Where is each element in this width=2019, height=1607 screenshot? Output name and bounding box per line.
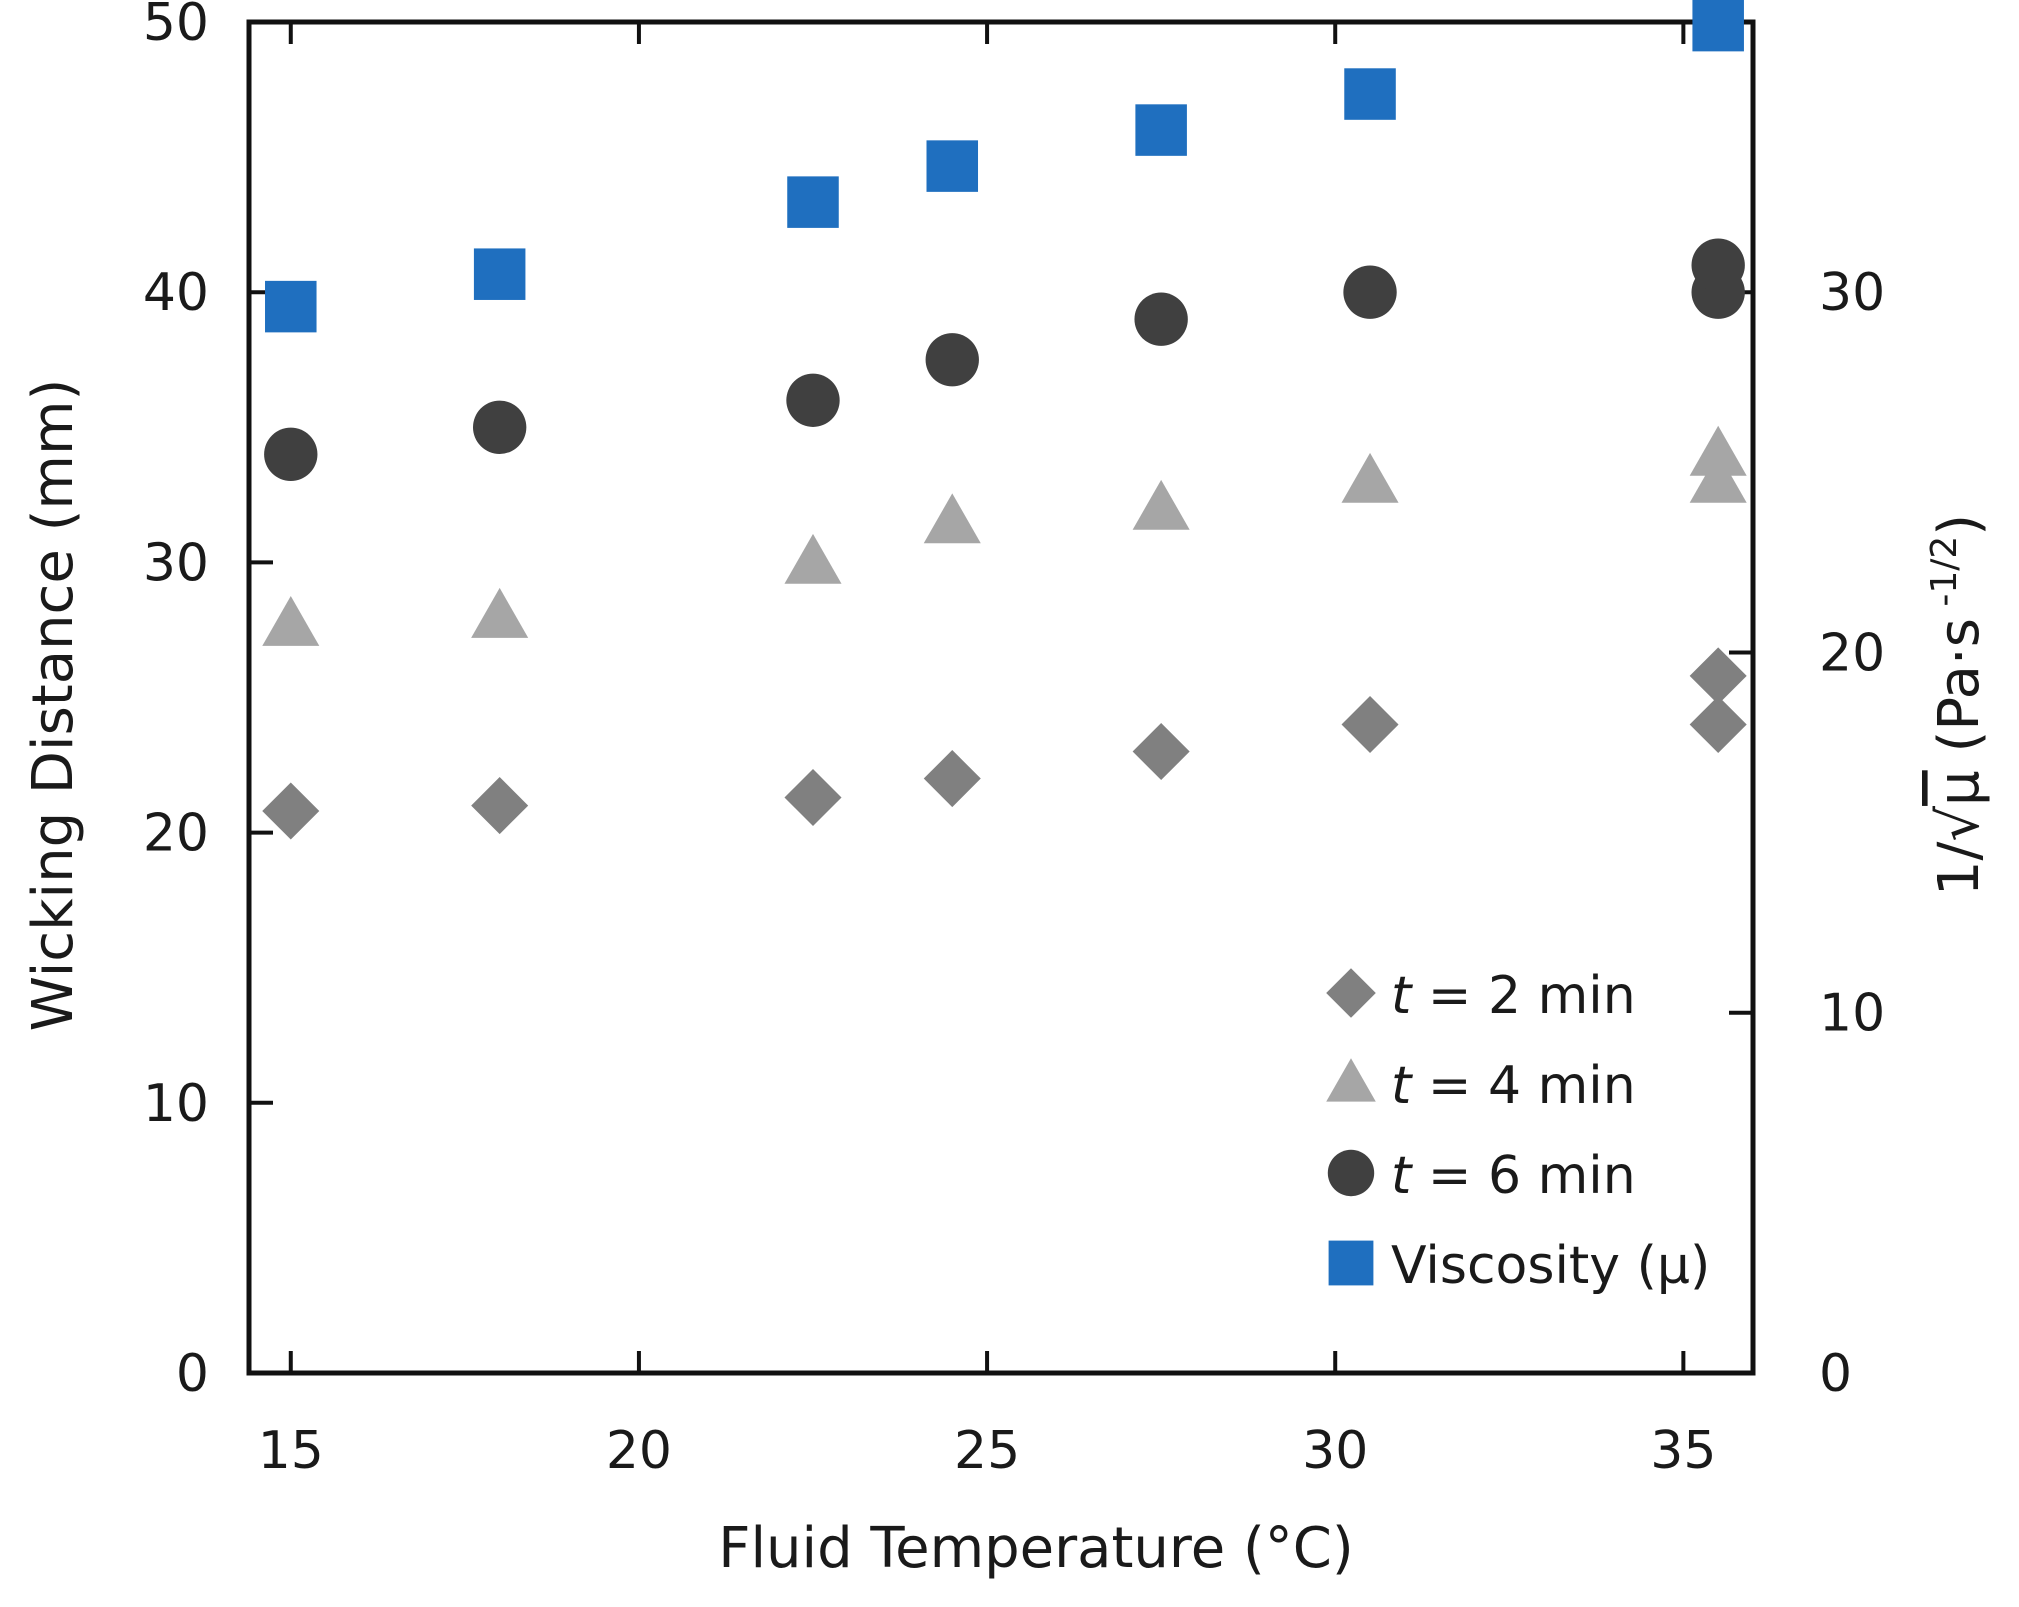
data-point-circle — [786, 373, 840, 427]
series-1 — [262, 425, 1747, 646]
y-axis-right: 0 10 20 30 — [1729, 263, 1885, 1404]
legend-var: t — [1391, 1146, 1413, 1206]
legend-var: t — [1391, 966, 1413, 1026]
y-tick-label: 50 — [143, 0, 209, 53]
data-point-circle — [925, 333, 979, 387]
y-tick-label: 40 — [143, 263, 209, 323]
legend-item: t = 2 min — [1326, 966, 1636, 1026]
y2-title-prefix: 1/ — [1927, 842, 1992, 897]
data-point-diamond — [784, 768, 842, 826]
data-point-triangle — [1689, 425, 1747, 476]
data-point-diamond — [923, 750, 981, 808]
y2-axis-title: 1/√μ (Pa·s -1/2) — [1924, 514, 1992, 896]
legend-marker-diamond — [1326, 968, 1376, 1018]
y-tick-label: 30 — [143, 533, 209, 593]
data-point-triangle — [923, 493, 981, 544]
y2-title-units: (Pa·s — [1927, 618, 1992, 770]
y2-tick-label: 10 — [1819, 984, 1885, 1044]
x-tick-label: 35 — [1650, 1421, 1716, 1481]
data-point-square — [1344, 68, 1396, 120]
data-point-diamond — [471, 777, 529, 835]
data-point-diamond — [1341, 696, 1399, 754]
x-tick-label: 15 — [258, 1421, 324, 1481]
y-tick-label: 0 — [176, 1344, 209, 1404]
y2-tick-label: 20 — [1819, 623, 1885, 683]
data-point-triangle — [262, 596, 320, 646]
data-point-triangle — [471, 587, 529, 638]
y-tick-label: 20 — [143, 804, 209, 864]
data-point-square — [265, 280, 317, 333]
y-axis-title: Wicking Distance (mm) — [21, 379, 86, 1032]
legend-rest: = 4 min — [1411, 1056, 1635, 1116]
legend-label: t = 2 min — [1391, 966, 1636, 1026]
data-point-triangle — [784, 533, 842, 584]
series-3 — [265, 0, 1744, 333]
x-tick-label: 30 — [1302, 1421, 1368, 1481]
x-tick-label: 20 — [606, 1421, 672, 1481]
legend-item: t = 6 min — [1327, 1146, 1636, 1206]
y2-tick-label: 0 — [1819, 1344, 1852, 1404]
y2-title-mu: μ — [1927, 770, 1992, 806]
data-point-square — [473, 248, 526, 300]
legend-label: t = 4 min — [1391, 1056, 1636, 1116]
series-2 — [264, 238, 1745, 481]
y2-title-close: ) — [1927, 514, 1992, 536]
legend-item: t = 4 min — [1326, 1056, 1636, 1116]
x-tick-label: 25 — [954, 1421, 1020, 1481]
plot-border — [246, 19, 1756, 1376]
data-point-circle — [264, 427, 318, 481]
legend-marker-square — [1328, 1240, 1374, 1286]
data-point-square — [1135, 104, 1187, 156]
data-point-circle — [472, 400, 527, 454]
legend-label: t = 6 min — [1391, 1146, 1636, 1206]
data-point-circle — [1343, 265, 1397, 319]
legend-rest: Viscosity (μ) — [1391, 1236, 1710, 1296]
y2-title-radical: √ — [1927, 806, 1992, 842]
data-marks — [262, 0, 1747, 840]
legend-marker-triangle — [1326, 1058, 1376, 1102]
data-point-circle — [1691, 238, 1745, 292]
data-point-circle — [1134, 292, 1188, 346]
legend-rest: = 6 min — [1411, 1146, 1635, 1206]
legend-rest: = 2 min — [1411, 966, 1635, 1026]
data-point-triangle — [1689, 452, 1747, 503]
plot-frame — [246, 19, 1756, 1376]
data-point-diamond — [1689, 647, 1747, 705]
y-tick-label: 10 — [143, 1074, 209, 1134]
y2-tick-label: 30 — [1819, 263, 1885, 323]
legend-label: Viscosity (μ) — [1391, 1236, 1710, 1296]
data-point-square — [926, 140, 979, 192]
y-axis-left: 0 10 20 30 40 50 — [143, 0, 273, 1404]
data-point-diamond — [1132, 723, 1190, 781]
legend-var: t — [1391, 1056, 1413, 1116]
x-axis-title: Fluid Temperature (°C) — [718, 1516, 1354, 1581]
data-point-triangle — [1132, 479, 1190, 530]
data-point-triangle — [1341, 452, 1399, 503]
data-point-square — [787, 176, 839, 228]
data-point-diamond — [1689, 696, 1747, 754]
data-point-diamond — [262, 782, 320, 840]
legend-item: Viscosity (μ) — [1328, 1236, 1710, 1296]
y2-title-exponent: -1/2 — [1924, 536, 1965, 618]
legend-marker-circle — [1327, 1149, 1375, 1197]
data-point-square — [1692, 0, 1744, 52]
x-axis: 15 20 25 30 35 — [258, 22, 1716, 1481]
series-0 — [262, 647, 1747, 840]
